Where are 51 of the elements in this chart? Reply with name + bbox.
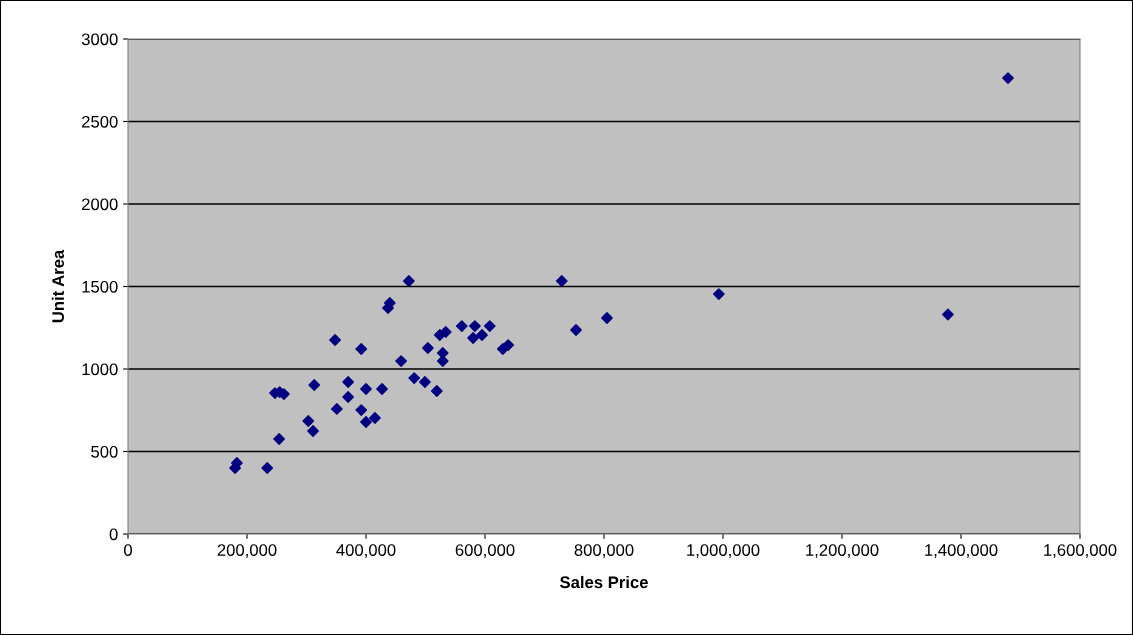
point	[408, 372, 421, 384]
point	[419, 376, 431, 388]
y-tick-label: 1000	[82, 363, 118, 376]
point	[421, 342, 434, 354]
x-axis-title: Sales Price	[560, 575, 648, 589]
point	[376, 383, 388, 395]
point	[402, 275, 415, 287]
point	[467, 332, 479, 344]
y-tick-label: 2000	[82, 198, 118, 211]
x-tick-label: 200,000	[217, 544, 277, 558]
point	[342, 376, 355, 388]
point	[1002, 72, 1014, 84]
point	[369, 412, 381, 424]
point	[355, 404, 368, 416]
point	[329, 334, 341, 346]
x-tick-label: 1,400,000	[925, 544, 998, 558]
point	[455, 320, 468, 332]
y-tick-label: 2500	[82, 115, 118, 128]
point	[330, 403, 343, 415]
point	[502, 339, 515, 351]
y-tick-label: 1500	[82, 280, 118, 293]
point	[360, 416, 372, 428]
x-tick-label: 1,600,000	[1044, 544, 1117, 558]
point	[261, 462, 274, 474]
point	[942, 308, 954, 321]
point	[355, 343, 368, 355]
point	[712, 288, 725, 300]
x-tick-label: 400,000	[336, 544, 396, 558]
y-tick-label: 500	[91, 445, 118, 458]
x-tick-label: 1,000,000	[687, 544, 760, 558]
x-tick-label: 0	[124, 544, 132, 556]
x-tick-label: 600,000	[455, 544, 515, 558]
point	[360, 383, 372, 395]
point	[476, 329, 488, 341]
y-axis-title: Unit Area	[51, 249, 65, 323]
point	[555, 275, 568, 287]
point	[468, 320, 481, 332]
point	[342, 391, 355, 403]
point	[307, 425, 319, 437]
x-tick-label: 1,200,000	[806, 544, 879, 558]
x-tick-label: 800,000	[574, 544, 634, 558]
point	[430, 385, 443, 397]
y-tick-label: 3000	[81, 33, 118, 46]
point	[570, 324, 582, 336]
point	[395, 355, 407, 367]
y-tick-label: 0	[109, 528, 118, 541]
point	[302, 415, 315, 427]
point	[483, 320, 496, 332]
point	[308, 379, 321, 391]
point	[273, 433, 286, 445]
point	[601, 312, 613, 324]
